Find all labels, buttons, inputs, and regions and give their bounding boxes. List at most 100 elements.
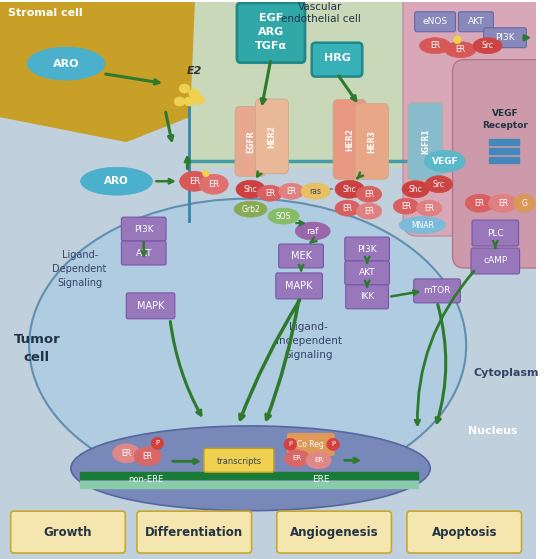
Text: MAPK: MAPK <box>285 281 313 291</box>
FancyBboxPatch shape <box>204 448 274 472</box>
Bar <box>490 148 519 154</box>
Text: Shc: Shc <box>243 184 257 194</box>
Ellipse shape <box>234 201 267 217</box>
FancyBboxPatch shape <box>333 100 366 179</box>
FancyArrowPatch shape <box>240 300 300 419</box>
FancyBboxPatch shape <box>121 241 166 265</box>
Ellipse shape <box>268 208 299 224</box>
FancyArrowPatch shape <box>344 458 358 462</box>
Text: Differentiation: Differentiation <box>145 525 243 538</box>
FancyArrowPatch shape <box>338 76 356 101</box>
Text: ER: ER <box>189 177 200 186</box>
Text: ARO: ARO <box>53 59 79 69</box>
Text: transcripts: transcripts <box>216 457 262 466</box>
Text: ER: ER <box>293 456 302 461</box>
Ellipse shape <box>285 450 310 467</box>
Text: ER: ER <box>430 41 440 50</box>
Text: ER: ER <box>343 203 353 212</box>
Text: MEK: MEK <box>290 251 311 261</box>
Text: ER: ER <box>208 180 219 189</box>
Text: ERE: ERE <box>312 475 329 484</box>
Text: EGF: EGF <box>259 13 283 23</box>
FancyArrowPatch shape <box>415 271 474 424</box>
Ellipse shape <box>236 180 265 198</box>
Ellipse shape <box>29 198 466 492</box>
FancyArrowPatch shape <box>156 179 173 183</box>
Polygon shape <box>0 2 194 141</box>
Text: TGFα: TGFα <box>255 41 287 51</box>
FancyBboxPatch shape <box>10 511 125 553</box>
FancyArrowPatch shape <box>436 305 446 423</box>
Text: IGFR1: IGFR1 <box>421 129 430 154</box>
Text: SOS: SOS <box>276 212 291 221</box>
FancyArrowPatch shape <box>493 241 497 248</box>
Text: MNAR: MNAR <box>411 221 434 230</box>
Ellipse shape <box>257 185 283 201</box>
Text: non-ERE: non-ERE <box>128 475 163 484</box>
Ellipse shape <box>473 37 502 54</box>
Text: ER: ER <box>121 449 131 458</box>
Text: PLC: PLC <box>487 229 503 238</box>
Ellipse shape <box>454 36 461 44</box>
Text: Nucleus: Nucleus <box>468 427 518 437</box>
FancyArrowPatch shape <box>296 221 304 225</box>
Ellipse shape <box>295 222 330 240</box>
Ellipse shape <box>420 37 450 54</box>
Ellipse shape <box>426 176 453 193</box>
FancyBboxPatch shape <box>235 107 266 176</box>
Bar <box>490 139 519 145</box>
Text: Grb2: Grb2 <box>241 205 260 214</box>
Text: Stromal cell: Stromal cell <box>8 8 82 18</box>
FancyBboxPatch shape <box>414 279 460 303</box>
Text: ARG: ARG <box>258 27 284 37</box>
Ellipse shape <box>81 167 152 195</box>
Ellipse shape <box>174 97 185 106</box>
Ellipse shape <box>445 42 476 58</box>
Text: Co Reg: Co Reg <box>298 440 324 449</box>
FancyBboxPatch shape <box>137 511 252 553</box>
Polygon shape <box>189 2 536 166</box>
Bar <box>79 481 418 488</box>
Text: AKT: AKT <box>468 17 484 26</box>
Text: AKT: AKT <box>135 249 152 258</box>
Text: EGFR: EGFR <box>246 130 255 153</box>
FancyBboxPatch shape <box>345 237 390 261</box>
Text: IKK: IKK <box>360 292 374 301</box>
Text: Angiogenesis: Angiogenesis <box>290 525 379 538</box>
Ellipse shape <box>194 95 204 104</box>
Ellipse shape <box>514 194 535 212</box>
Ellipse shape <box>357 186 381 202</box>
FancyBboxPatch shape <box>121 217 166 241</box>
Text: ER: ER <box>475 198 485 208</box>
Text: Shc: Shc <box>409 184 422 194</box>
Ellipse shape <box>357 203 381 219</box>
Ellipse shape <box>284 438 297 451</box>
Text: ER: ER <box>498 198 508 208</box>
Ellipse shape <box>199 174 228 194</box>
Ellipse shape <box>189 89 200 98</box>
FancyBboxPatch shape <box>126 293 175 319</box>
Text: Ligand-
Dependent
Signaling: Ligand- Dependent Signaling <box>52 250 107 288</box>
Text: HER3: HER3 <box>368 130 376 153</box>
Text: VEGF: VEGF <box>492 110 518 119</box>
FancyArrowPatch shape <box>185 158 190 168</box>
FancyBboxPatch shape <box>237 3 305 63</box>
Text: ER: ER <box>142 452 153 461</box>
Ellipse shape <box>279 183 304 199</box>
FancyArrowPatch shape <box>266 301 299 419</box>
Ellipse shape <box>306 452 331 469</box>
Ellipse shape <box>301 183 330 199</box>
FancyArrowPatch shape <box>365 257 369 263</box>
Text: ER: ER <box>401 202 411 211</box>
Bar <box>490 157 519 163</box>
FancyArrowPatch shape <box>173 459 198 463</box>
Ellipse shape <box>179 171 209 191</box>
FancyArrowPatch shape <box>299 265 303 270</box>
Text: AKT: AKT <box>359 268 375 277</box>
Text: Cytoplasm: Cytoplasm <box>474 368 539 378</box>
Text: ARO: ARO <box>104 176 129 186</box>
FancyBboxPatch shape <box>355 103 389 179</box>
FancyBboxPatch shape <box>276 273 322 299</box>
FancyArrowPatch shape <box>261 61 270 103</box>
FancyBboxPatch shape <box>288 433 334 456</box>
